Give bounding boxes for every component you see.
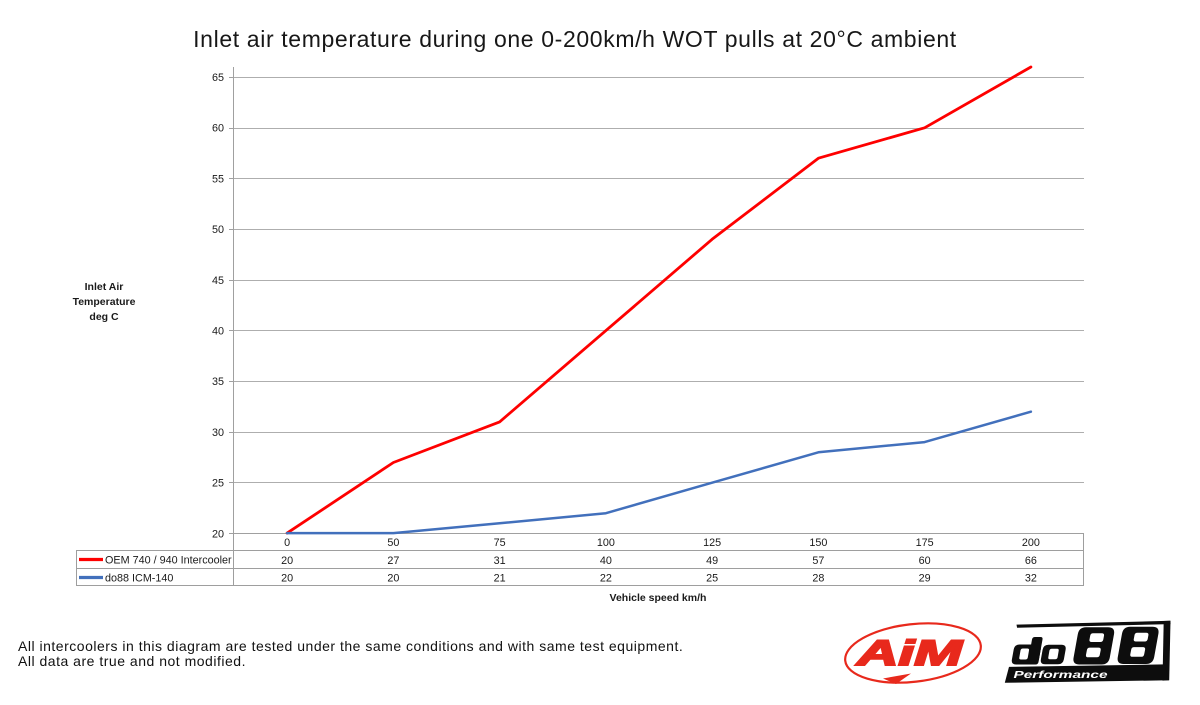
svg-text:25: 25 xyxy=(706,573,718,585)
svg-text:20: 20 xyxy=(281,573,293,585)
svg-text:Vehicle speed km/h: Vehicle speed km/h xyxy=(610,592,707,604)
svg-text:20: 20 xyxy=(387,573,399,585)
svg-text:29: 29 xyxy=(919,573,931,585)
svg-text:125: 125 xyxy=(703,537,721,549)
svg-text:0: 0 xyxy=(284,537,290,549)
svg-text:60: 60 xyxy=(212,123,224,135)
svg-text:49: 49 xyxy=(706,555,718,567)
svg-text:28: 28 xyxy=(812,573,824,585)
svg-text:60: 60 xyxy=(919,555,931,567)
svg-text:Temperature: Temperature xyxy=(73,296,136,308)
svg-text:21: 21 xyxy=(494,573,506,585)
svg-text:40: 40 xyxy=(600,555,612,567)
svg-text:AiM: AiM xyxy=(855,634,963,673)
svg-text:50: 50 xyxy=(387,537,399,549)
svg-text:57: 57 xyxy=(812,555,824,567)
svg-text:All intercoolers in this diagr: All intercoolers in this diagram are tes… xyxy=(18,638,683,654)
svg-text:200: 200 xyxy=(1022,537,1040,549)
svg-text:Inlet air temperature during o: Inlet air temperature during one 0-200km… xyxy=(193,26,957,52)
svg-text:deg C: deg C xyxy=(89,311,119,323)
svg-text:do88 ICM-140: do88 ICM-140 xyxy=(105,573,173,585)
svg-text:20: 20 xyxy=(281,555,293,567)
svg-text:32: 32 xyxy=(1025,573,1037,585)
svg-text:40: 40 xyxy=(212,326,224,338)
svg-text:175: 175 xyxy=(916,537,934,549)
svg-text:65: 65 xyxy=(212,72,224,84)
svg-text:25: 25 xyxy=(212,478,224,490)
svg-text:20: 20 xyxy=(212,528,224,540)
svg-text:55: 55 xyxy=(212,173,224,185)
svg-text:45: 45 xyxy=(212,275,224,287)
svg-text:50: 50 xyxy=(212,224,224,236)
svg-text:OEM 740 / 940 Intercooler: OEM 740 / 940 Intercooler xyxy=(105,555,232,567)
svg-text:27: 27 xyxy=(387,555,399,567)
svg-text:75: 75 xyxy=(494,537,506,549)
svg-text:Performance: Performance xyxy=(1014,669,1108,681)
svg-text:35: 35 xyxy=(212,376,224,388)
svg-text:All data are true and not modi: All data are true and not modified. xyxy=(18,653,246,669)
svg-text:66: 66 xyxy=(1025,555,1037,567)
svg-text:22: 22 xyxy=(600,573,612,585)
svg-text:31: 31 xyxy=(494,555,506,567)
svg-text:100: 100 xyxy=(597,537,615,549)
svg-text:Inlet Air: Inlet Air xyxy=(85,281,124,293)
svg-text:150: 150 xyxy=(809,537,827,549)
svg-text:30: 30 xyxy=(212,427,224,439)
